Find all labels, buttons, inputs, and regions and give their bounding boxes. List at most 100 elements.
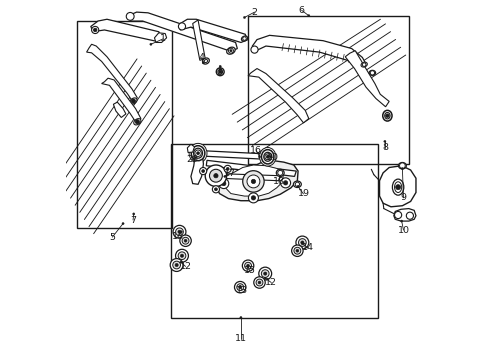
Polygon shape	[192, 20, 205, 60]
Circle shape	[93, 28, 97, 32]
Circle shape	[126, 13, 134, 20]
Circle shape	[149, 43, 152, 45]
Ellipse shape	[384, 112, 389, 119]
Circle shape	[202, 62, 204, 64]
Text: 12: 12	[179, 262, 191, 271]
Circle shape	[175, 228, 183, 236]
Circle shape	[251, 179, 255, 184]
Circle shape	[295, 249, 298, 252]
Polygon shape	[102, 78, 141, 123]
Circle shape	[394, 211, 401, 219]
Circle shape	[196, 152, 199, 155]
Polygon shape	[154, 33, 166, 42]
Circle shape	[256, 279, 263, 286]
Circle shape	[234, 282, 245, 293]
Circle shape	[258, 156, 260, 158]
Circle shape	[300, 241, 304, 244]
Circle shape	[307, 15, 309, 17]
Circle shape	[122, 222, 124, 225]
Text: 5: 5	[109, 233, 115, 242]
Polygon shape	[180, 19, 247, 42]
Ellipse shape	[259, 148, 275, 166]
Circle shape	[293, 247, 300, 254]
Polygon shape	[252, 35, 365, 67]
Circle shape	[399, 163, 405, 168]
Text: 9: 9	[400, 193, 406, 202]
Text: 6: 6	[298, 6, 304, 15]
Circle shape	[224, 165, 231, 172]
Circle shape	[131, 99, 135, 103]
Ellipse shape	[130, 98, 137, 104]
Circle shape	[258, 267, 271, 280]
Ellipse shape	[293, 181, 301, 188]
Ellipse shape	[226, 47, 235, 54]
Polygon shape	[345, 51, 388, 107]
Circle shape	[239, 285, 241, 288]
Circle shape	[218, 70, 221, 73]
Circle shape	[242, 37, 246, 40]
Circle shape	[280, 178, 290, 188]
Circle shape	[296, 185, 299, 188]
Text: 10: 10	[397, 225, 408, 234]
Bar	[77, 21, 172, 228]
Circle shape	[178, 252, 185, 260]
Circle shape	[224, 175, 225, 177]
Polygon shape	[393, 208, 415, 221]
Circle shape	[175, 249, 188, 262]
Text: 15: 15	[243, 266, 255, 275]
Circle shape	[244, 262, 251, 269]
Text: 16: 16	[250, 146, 262, 155]
Polygon shape	[86, 44, 137, 102]
Text: 14: 14	[302, 243, 313, 252]
Text: 1: 1	[160, 35, 166, 44]
Text: 12: 12	[265, 278, 277, 287]
Circle shape	[251, 196, 255, 200]
Ellipse shape	[368, 70, 375, 75]
Circle shape	[194, 157, 196, 159]
Circle shape	[248, 193, 258, 203]
Circle shape	[400, 220, 402, 222]
Bar	[247, 16, 408, 164]
Circle shape	[250, 46, 258, 53]
Circle shape	[283, 181, 287, 185]
Circle shape	[298, 239, 305, 246]
Text: 3: 3	[216, 68, 222, 77]
Ellipse shape	[134, 119, 141, 125]
Circle shape	[178, 230, 181, 233]
Circle shape	[246, 175, 259, 188]
Text: 20: 20	[266, 153, 278, 162]
Polygon shape	[113, 102, 125, 117]
Circle shape	[291, 245, 303, 256]
Text: 13: 13	[235, 285, 247, 294]
Circle shape	[264, 154, 270, 159]
Circle shape	[170, 258, 183, 271]
Ellipse shape	[189, 143, 206, 163]
Ellipse shape	[261, 150, 273, 164]
Ellipse shape	[263, 152, 271, 161]
Circle shape	[383, 140, 385, 143]
Circle shape	[209, 169, 222, 182]
Circle shape	[199, 167, 206, 175]
Polygon shape	[190, 154, 203, 184]
Circle shape	[258, 281, 261, 284]
Circle shape	[236, 284, 243, 291]
Circle shape	[261, 270, 268, 278]
Circle shape	[246, 265, 248, 267]
Ellipse shape	[202, 58, 209, 64]
Circle shape	[295, 182, 299, 186]
Ellipse shape	[241, 36, 247, 41]
Ellipse shape	[216, 68, 224, 76]
Circle shape	[213, 174, 218, 178]
Circle shape	[180, 254, 183, 257]
Circle shape	[218, 179, 228, 189]
Circle shape	[253, 277, 264, 288]
Text: 18: 18	[273, 177, 285, 186]
Circle shape	[238, 286, 241, 289]
Ellipse shape	[204, 59, 207, 63]
Ellipse shape	[382, 111, 391, 121]
Circle shape	[226, 167, 229, 170]
Circle shape	[180, 235, 191, 247]
Ellipse shape	[398, 162, 406, 169]
Circle shape	[263, 272, 266, 275]
Circle shape	[205, 165, 226, 186]
